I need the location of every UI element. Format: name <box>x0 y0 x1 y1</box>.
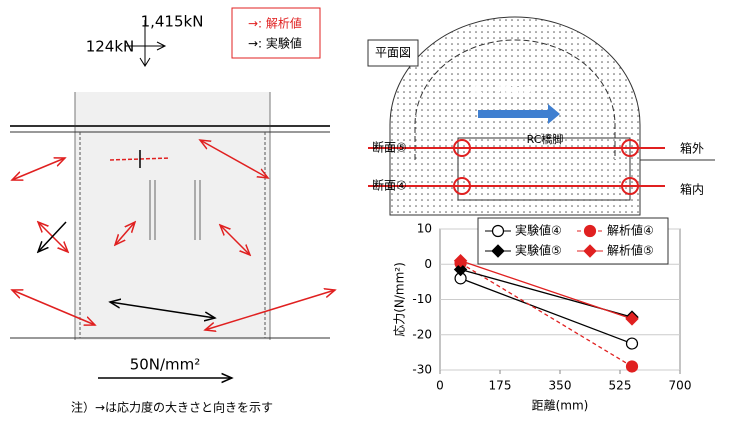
x-axis-label: 距離(mm) <box>532 399 589 413</box>
legend-marker <box>493 226 504 237</box>
x-tick-label: 0 <box>436 379 444 393</box>
section-label: 断面④ <box>372 178 407 193</box>
legend-marker <box>585 226 596 237</box>
legend-label: 実験値⑤ <box>515 243 562 258</box>
legend-label: 解析値④ <box>607 223 654 238</box>
plan <box>368 17 715 215</box>
x-tick-label: 700 <box>669 379 692 393</box>
scale-label: 50N/mm² <box>130 356 201 374</box>
x-tick-label: 175 <box>489 379 512 393</box>
legend-label: →: 解析値 <box>248 16 302 31</box>
load-label: 1,415kN <box>141 13 204 31</box>
elevation <box>10 8 335 378</box>
y-tick-label: -30 <box>412 363 432 377</box>
x-tick-label: 350 <box>549 379 572 393</box>
section-label: 断面⑤ <box>372 140 407 155</box>
legend-label: 実験値④ <box>515 223 562 238</box>
y-tick-label: -10 <box>412 292 432 306</box>
plan-label: 箱外 <box>680 141 704 156</box>
plan-label: 箱内 <box>680 182 704 197</box>
marker <box>627 361 638 372</box>
plan-label: RC橋脚 <box>527 132 564 146</box>
x-tick-label: 525 <box>609 379 632 393</box>
y-tick-label: 0 <box>424 257 432 271</box>
plan-title: 平面図 <box>375 46 411 60</box>
y-axis-label: 応力(N/mm²) <box>393 262 407 337</box>
marker <box>627 338 638 349</box>
legend-label: →: 実験値 <box>248 36 302 51</box>
load-label: 124kN <box>86 38 135 56</box>
chart: -30 -20 -10 0 10 0 175 350 525 700 距離(mm) 応力(N/mm²)… <box>393 218 692 413</box>
figure: 1,415kN 124kN →: 解析値 →: 実験値 50N/mm² 注）→は… <box>0 0 732 421</box>
legend-label: 解析値⑤ <box>607 243 654 258</box>
plan-label: 水平力載荷方向 <box>469 82 560 98</box>
note: 注）→は応力度の大きさと向きを示す <box>71 400 273 415</box>
y-tick-label: -20 <box>412 327 432 341</box>
y-tick-label: 10 <box>417 222 432 236</box>
